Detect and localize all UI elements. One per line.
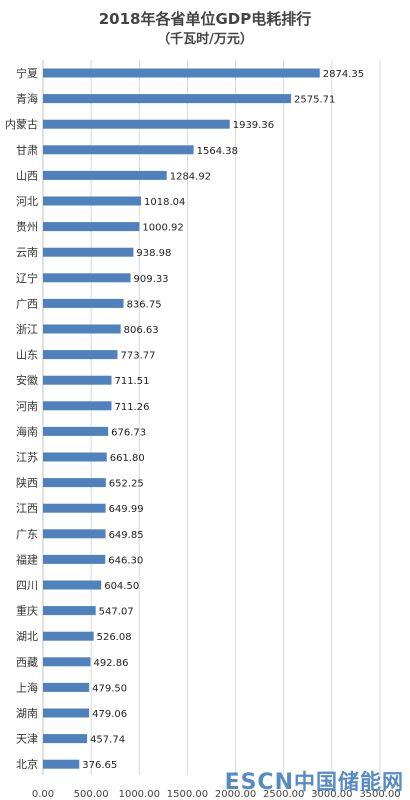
value-label: 938.98 — [136, 248, 171, 259]
bar — [43, 401, 112, 411]
value-label: 479.50 — [92, 683, 127, 694]
value-label: 661.80 — [110, 453, 145, 464]
value-label: 526.08 — [97, 632, 132, 643]
watermark-chinese: 中国储能网 — [294, 770, 404, 794]
value-label: 806.63 — [124, 325, 159, 336]
x-tick-label: 2000.00 — [215, 789, 256, 800]
bar — [43, 529, 106, 539]
value-label: 652.25 — [109, 479, 144, 490]
value-label: 2874.35 — [323, 69, 364, 80]
category-label: 河南 — [16, 400, 38, 413]
value-label: 547.07 — [99, 607, 134, 618]
value-label: 649.99 — [109, 504, 144, 515]
value-label: 376.65 — [82, 760, 117, 771]
category-label: 河北 — [16, 195, 38, 208]
x-tick-label: 3500.00 — [359, 789, 400, 800]
value-label: 836.75 — [127, 299, 162, 310]
value-label: 479.06 — [92, 709, 127, 720]
category-label: 山东 — [16, 349, 38, 362]
x-tick-label: 2500.00 — [263, 789, 304, 800]
value-label: 676.73 — [111, 427, 146, 438]
category-label: 上海 — [16, 680, 38, 694]
category-label: 江西 — [16, 502, 38, 515]
watermark-latin: ESCN — [224, 770, 294, 795]
category-label: 江苏 — [16, 451, 38, 464]
category-label: 天津 — [16, 733, 38, 746]
bar — [43, 452, 107, 462]
bar — [43, 503, 106, 513]
category-label: 福建 — [16, 552, 38, 566]
x-tick-label: 0.00 — [32, 789, 54, 800]
category-label: 山西 — [16, 169, 38, 182]
value-label: 649.85 — [109, 530, 144, 541]
category-label: 广西 — [16, 297, 38, 310]
category-label: 浙江 — [16, 323, 38, 336]
escn-watermark-logo: ESCN中国储能网 — [225, 766, 404, 796]
x-tick-label: 1000.00 — [119, 789, 160, 800]
category-label: 甘肃 — [16, 144, 38, 157]
category-label: 四川 — [16, 579, 38, 592]
bar — [43, 324, 121, 334]
category-label: 重庆 — [16, 604, 38, 618]
value-label: 457.74 — [90, 735, 125, 746]
bar — [43, 170, 167, 180]
bar — [43, 606, 96, 616]
category-label: 陕西 — [16, 476, 38, 490]
value-label: 1018.04 — [144, 197, 185, 208]
bar — [43, 426, 109, 436]
chart-title: 2018年各省单位GDP电耗排行 — [98, 10, 312, 28]
bar — [43, 734, 88, 744]
x-tick-label: 3000.00 — [311, 789, 352, 800]
value-label: 1564.38 — [197, 146, 238, 157]
bar — [43, 222, 140, 232]
bar — [43, 196, 142, 206]
bar — [43, 247, 134, 257]
chart-subtitle: （千瓦时/万元） — [157, 32, 253, 47]
bar — [43, 375, 112, 385]
value-label: 646.30 — [108, 555, 143, 566]
bar — [43, 68, 320, 78]
value-label: 909.33 — [134, 274, 169, 285]
bar — [43, 298, 124, 308]
bar — [43, 350, 118, 360]
value-label: 604.50 — [104, 581, 139, 592]
bar — [43, 708, 90, 718]
bar — [43, 631, 94, 641]
category-label: 辽宁 — [16, 271, 38, 285]
bar — [43, 119, 230, 129]
bar — [43, 273, 131, 283]
value-label: 773.77 — [121, 351, 156, 362]
category-label: 湖南 — [16, 707, 38, 720]
category-label: 云南 — [16, 246, 38, 259]
category-label: 贵州 — [16, 221, 38, 234]
value-label: 1000.92 — [142, 223, 183, 234]
value-label: 1284.92 — [170, 171, 211, 182]
value-label: 1939.36 — [233, 120, 274, 131]
value-label: 492.86 — [93, 658, 128, 669]
bar — [43, 145, 194, 155]
bar — [43, 554, 106, 564]
category-label: 广东 — [16, 528, 38, 541]
category-label: 宁夏 — [16, 66, 38, 80]
category-label: 湖北 — [16, 630, 38, 643]
category-label: 海南 — [16, 424, 38, 438]
bar — [43, 682, 90, 692]
bar — [43, 759, 80, 769]
value-label: 711.26 — [114, 402, 149, 413]
value-label: 2575.71 — [294, 95, 335, 106]
value-label: 711.51 — [115, 376, 150, 387]
bar — [43, 657, 91, 667]
category-label: 西藏 — [16, 656, 38, 669]
category-label: 内蒙古 — [5, 117, 38, 131]
category-label: 北京 — [16, 757, 38, 771]
bar — [43, 580, 102, 590]
category-label: 安徽 — [16, 373, 38, 387]
bar — [43, 94, 292, 104]
x-tick-label: 500.00 — [74, 789, 109, 800]
category-label: 青海 — [16, 92, 38, 106]
x-tick-label: 1500.00 — [167, 789, 208, 800]
bar — [43, 478, 106, 488]
